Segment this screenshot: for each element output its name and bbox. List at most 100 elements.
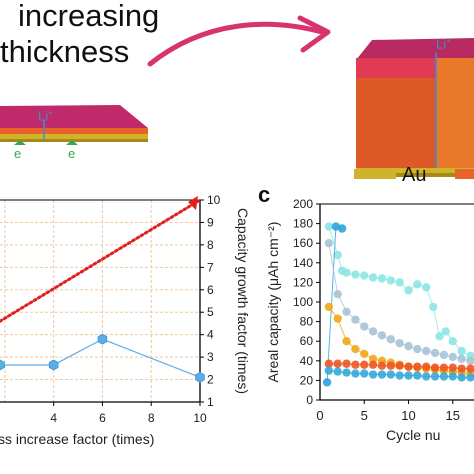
- panel-c-chart: c 0 20 40 60 80 100 120 140 160 180 200 0 5 10 15 Areal …: [258, 182, 474, 443]
- capacity-point: [457, 373, 466, 382]
- capacity-point: [351, 360, 360, 369]
- y-tick-label: 200: [293, 197, 313, 211]
- capacity-point: [404, 371, 413, 380]
- x-tick-label: 10: [401, 408, 415, 423]
- electron-label-2: e: [68, 146, 76, 161]
- schematic-title-line1: increasing: [18, 0, 160, 33]
- capacity-point: [377, 361, 387, 370]
- capacity-point: [448, 363, 457, 372]
- legend-au-swatch: [354, 169, 396, 179]
- capacity-point: [368, 327, 378, 336]
- y-tick-label: 180: [293, 217, 313, 231]
- red-arrow-head-icon: [188, 196, 198, 210]
- capacity-point: [430, 363, 440, 372]
- capacity-point: [337, 224, 347, 233]
- capacity-growth-point: [97, 333, 108, 345]
- legend-au-label: Au: [402, 164, 427, 186]
- capacity-growth-line: [0, 338, 201, 378]
- capacity-point: [342, 307, 351, 316]
- x-tick-label: 10: [193, 411, 207, 425]
- x-tick-label: 5: [361, 408, 368, 423]
- capacity-point: [351, 369, 360, 378]
- capacity-point: [333, 250, 342, 260]
- capacity-point: [360, 349, 369, 359]
- capacity-point: [466, 373, 474, 382]
- capacity-point: [430, 372, 440, 381]
- capacity-point: [395, 278, 404, 287]
- capacity-point: [386, 370, 396, 379]
- x-tick-label: 8: [148, 411, 155, 425]
- y-tick-label: 160: [293, 236, 313, 250]
- thin-film-slab: [0, 105, 148, 145]
- y-tick-label: 8: [207, 238, 214, 252]
- capacity-point: [351, 344, 360, 354]
- capacity-series-line: [328, 226, 471, 357]
- capacity-point: [441, 327, 450, 336]
- electron-arrow-icon: [66, 140, 78, 145]
- y-tick-label: 3: [207, 350, 214, 364]
- x-tick-label: 4: [50, 411, 57, 425]
- capacity-point: [324, 239, 334, 248]
- capacity-growth-point: [195, 371, 205, 383]
- capacity-point: [368, 273, 378, 282]
- capacity-point: [466, 356, 474, 365]
- li-label-thin: Li+: [38, 108, 53, 124]
- capacity-point: [439, 363, 449, 372]
- capacity-point: [395, 361, 404, 370]
- capacity-point: [457, 346, 466, 356]
- capacity-point: [324, 366, 334, 375]
- capacity-point: [377, 274, 387, 283]
- y-tick-label: 0: [306, 393, 313, 407]
- y-tick-label: 100: [293, 295, 313, 309]
- capacity-point: [422, 283, 431, 292]
- capacity-point: [439, 372, 449, 381]
- y-tick-label: 4: [207, 328, 214, 342]
- schematic-title-line2: thickness: [0, 34, 130, 69]
- capacity-point: [360, 322, 369, 331]
- thickness-arrow-icon: [147, 21, 325, 67]
- y-tick-label: 2: [207, 373, 214, 387]
- capacity-point: [457, 364, 466, 373]
- capacity-point: [466, 364, 474, 373]
- y-tick-label: 80: [300, 315, 314, 329]
- y-tick-label: 6: [207, 283, 214, 297]
- capacity-point: [351, 315, 360, 324]
- capacity-point: [333, 367, 342, 376]
- x-tick-label: 15: [446, 408, 460, 423]
- capacity-point: [404, 362, 413, 371]
- capacity-point: [324, 302, 334, 312]
- legend-orange-swatch: [455, 169, 474, 179]
- capacity-point: [413, 280, 422, 289]
- y-tick-label: 7: [207, 260, 214, 274]
- capacity-growth-ideal-line: [0, 198, 202, 323]
- capacity-point: [342, 359, 351, 368]
- arrow-head-icon: [297, 15, 331, 53]
- y-tick-label: 20: [300, 373, 314, 387]
- capacity-point: [430, 348, 440, 358]
- capacity-point: [368, 354, 378, 364]
- x-tick-label: 6: [99, 411, 106, 425]
- capacity-point: [404, 286, 413, 295]
- capacity-point: [395, 371, 404, 380]
- capacity-point: [377, 370, 387, 379]
- capacity-growth-point: [0, 359, 5, 371]
- capacity-point: [413, 362, 422, 371]
- capacity-point: [386, 361, 396, 370]
- capacity-point: [360, 369, 369, 378]
- panel-b-chart: 1 2 3 4 5 6 7 8 9 10 4 6 8 10 ss increase factor (time…: [0, 193, 251, 447]
- capacity-growth-point: [48, 359, 59, 371]
- capacity-point: [413, 371, 422, 380]
- y-tick-label: 40: [300, 354, 314, 368]
- electron-label-1: e: [14, 146, 22, 161]
- capacity-point: [429, 302, 438, 312]
- capacity-point: [377, 331, 387, 340]
- y-tick-label: 60: [300, 334, 314, 348]
- capacity-point: [324, 222, 334, 231]
- y-tick-label: 1: [207, 395, 214, 409]
- capacity-point: [422, 362, 431, 371]
- x-axis-label: Cycle nu: [386, 427, 440, 443]
- y-tick-label: 9: [207, 215, 214, 229]
- capacity-point: [368, 370, 378, 379]
- panel-c-label: c: [258, 182, 270, 207]
- capacity-point: [342, 268, 351, 277]
